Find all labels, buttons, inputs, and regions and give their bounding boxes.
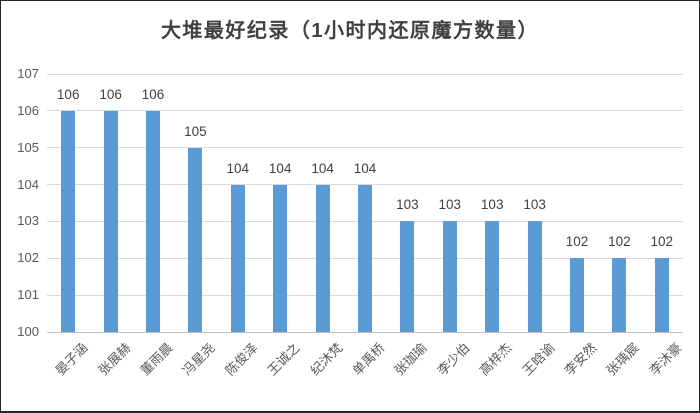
- x-axis-category-label: 董雨晨: [137, 340, 176, 379]
- y-axis-tick-label: 100: [17, 324, 39, 339]
- bar: [442, 221, 457, 332]
- data-label: 106: [99, 86, 122, 102]
- data-label: 103: [396, 197, 419, 213]
- x-axis-category-label: 高梓杰: [476, 340, 515, 379]
- x-axis-category-label: 陈俊泽: [222, 340, 261, 379]
- bar: [315, 184, 330, 332]
- bar: [654, 258, 669, 332]
- bar: [358, 184, 372, 332]
- x-axis-category-label: 王诚之: [264, 340, 303, 379]
- bar: [527, 221, 542, 332]
- x-axis-category-label: 张珈瑜: [391, 340, 431, 379]
- y-axis-tick-label: 104: [17, 176, 39, 192]
- x-axis-category-label: 李沐豪: [646, 340, 685, 379]
- data-label: 103: [523, 197, 546, 213]
- bar: [612, 258, 627, 332]
- bar: [485, 221, 500, 332]
- y-axis-tick-label: 107: [17, 66, 39, 81]
- x-axis-line: [47, 331, 683, 333]
- bar: [146, 110, 160, 332]
- bar: [570, 258, 584, 332]
- data-label: 106: [56, 86, 80, 102]
- data-label: 104: [226, 160, 250, 176]
- y-axis-tick-label: 106: [17, 102, 39, 118]
- y-axis-tick-label: 105: [17, 139, 39, 155]
- data-label: 102: [650, 234, 674, 250]
- data-label: 104: [353, 160, 377, 176]
- data-label: 106: [141, 86, 165, 102]
- bar: [400, 221, 415, 332]
- x-axis-category-label: 王晗谕: [519, 340, 558, 379]
- chart-title: 大堆最好纪录（1小时内还原魔方数量）: [160, 20, 540, 42]
- x-axis-category-label: 李安然: [561, 340, 600, 379]
- x-axis-category-label: 张展赫: [95, 340, 134, 379]
- data-label: 104: [268, 160, 292, 176]
- data-label: 103: [438, 197, 462, 213]
- x-axis-category-label: 李少伯: [434, 340, 473, 379]
- gridline: [47, 147, 683, 149]
- y-axis-tick-label: 103: [17, 213, 39, 229]
- bar: [230, 184, 245, 332]
- data-label: 103: [480, 197, 504, 213]
- data-label: 104: [311, 160, 334, 176]
- y-axis-tick-label: 101: [17, 287, 39, 303]
- x-axis-category-label: 张瑀宸: [603, 340, 643, 379]
- x-axis-category-label: 冯星尧: [179, 340, 219, 379]
- data-label: 102: [565, 234, 589, 250]
- bar: [103, 110, 118, 332]
- data-label: 102: [608, 234, 631, 250]
- y-axis-tick-label: 102: [17, 250, 39, 266]
- gridline: [47, 110, 683, 112]
- bar: [188, 147, 203, 332]
- x-axis-category-label: 晏子涵: [52, 340, 91, 379]
- gridline: [47, 73, 683, 75]
- bar: [273, 184, 288, 332]
- bar: [61, 110, 76, 332]
- x-axis-category-label: 单禹桥: [349, 340, 388, 379]
- data-label: 105: [184, 123, 207, 139]
- x-axis-category-label: 纪沐梵: [307, 340, 346, 379]
